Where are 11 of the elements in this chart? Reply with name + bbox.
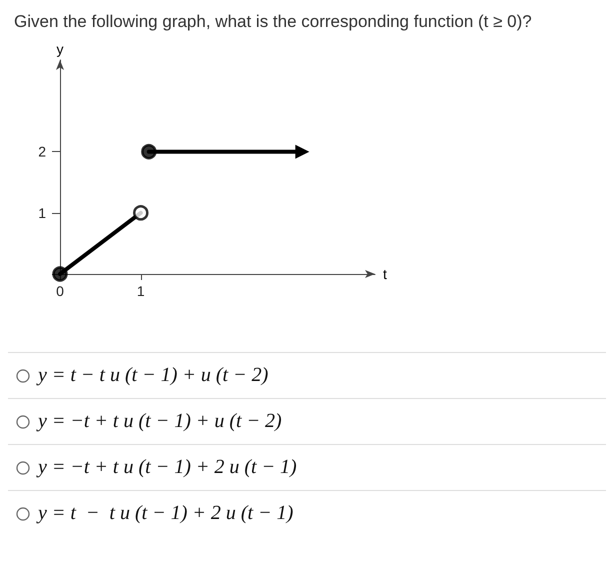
x-axis-title: t [383, 266, 387, 282]
point [133, 205, 149, 221]
x-tick-label: 0 [56, 283, 64, 299]
text: y = t − t u (t − 1) + u (t − 2) [38, 364, 268, 387]
text: y = −t + t u (t − 1) + 2 u (t − 1) [38, 456, 297, 479]
chart-title: Given the following graph, what is the corresponding function (t ≥ 0)? [14, 12, 533, 32]
text: y = −t + t u (t − 1) + u (t − 2) [38, 410, 282, 433]
y-axis-title: y [56, 41, 64, 57]
text: y = t − t u (t − 1) + 2 u (t − 1) [38, 502, 294, 525]
y-tick-label: 2 [38, 144, 46, 160]
point [141, 144, 157, 160]
